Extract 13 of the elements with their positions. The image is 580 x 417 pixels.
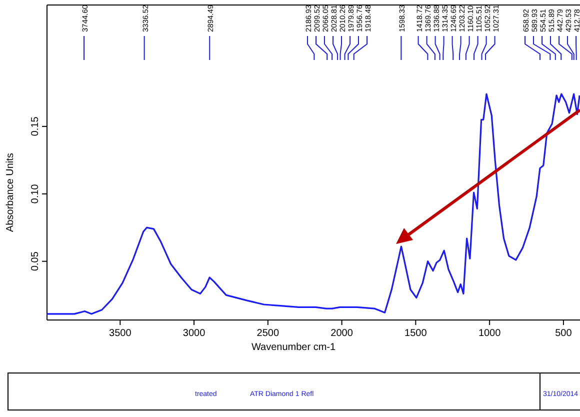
x-tick-label: 3500 — [109, 328, 132, 339]
x-axis-title: Wavenumber cm-1 — [251, 342, 336, 353]
y-tick-label: 0.10 — [30, 184, 41, 204]
x-tick-label: 1000 — [478, 328, 502, 339]
y-axis-title: Absorbance Units — [5, 153, 16, 232]
y-tick-label: 0.15 — [30, 116, 41, 136]
x-tick-label: 2500 — [256, 328, 280, 339]
x-tick-label: 2000 — [330, 328, 354, 339]
x-tick-label: 500 — [555, 328, 572, 339]
y-tick-label: 0.05 — [30, 251, 41, 272]
x-tick-label: 1500 — [404, 328, 428, 339]
x-tick-label: 3000 — [182, 328, 206, 339]
line-series — [47, 93, 580, 315]
